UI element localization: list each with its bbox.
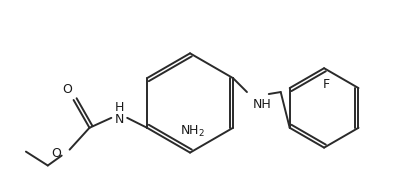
Text: H
N: H N: [115, 101, 124, 126]
Text: O: O: [63, 83, 73, 96]
Text: NH: NH: [253, 98, 272, 111]
Text: O: O: [51, 147, 61, 160]
Text: F: F: [323, 78, 330, 91]
Text: NH$_2$: NH$_2$: [180, 124, 205, 139]
